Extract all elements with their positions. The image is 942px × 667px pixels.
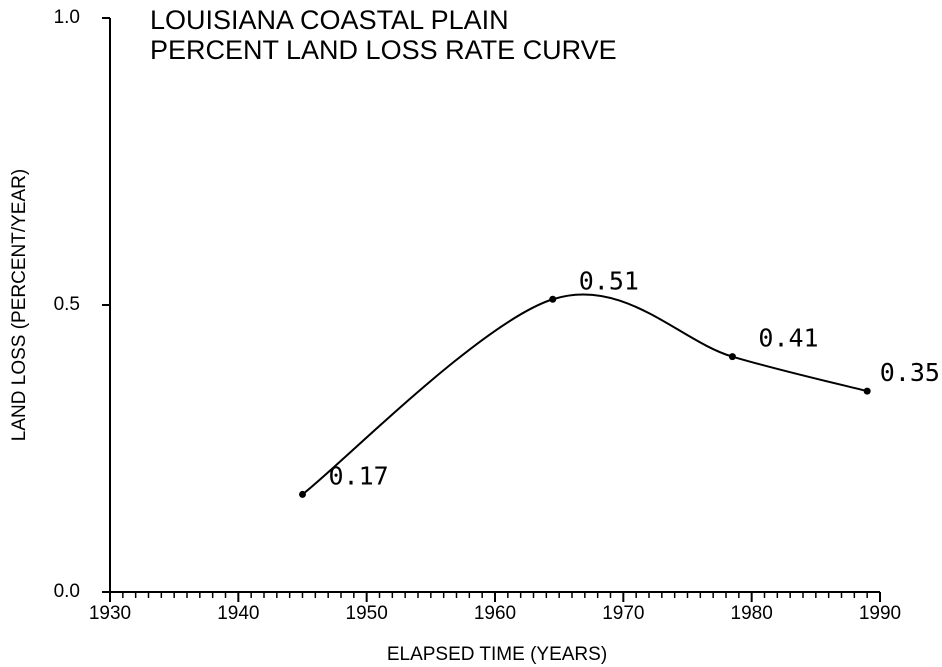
value-label: 0.51 <box>579 266 639 295</box>
y-tick-label: 1.0 <box>54 7 80 28</box>
x-tick-label: 1970 <box>602 603 644 624</box>
x-tick-label: 1940 <box>217 603 259 624</box>
value-label: 0.35 <box>880 358 940 387</box>
x-tick-label: 1950 <box>346 603 388 624</box>
point <box>728 353 736 361</box>
value-label: 0.17 <box>329 461 389 490</box>
point <box>863 387 871 395</box>
line <box>301 293 868 496</box>
x-tick-label: 1960 <box>474 603 516 624</box>
x-axis-label: ELAPSED TIME (YEARS) <box>387 644 607 665</box>
y-tick-label: 0.5 <box>54 294 80 315</box>
chart-title: LOUISIANA COASTAL PLAIN <box>150 5 509 35</box>
x-tick-label: 1980 <box>731 603 773 624</box>
point <box>299 490 306 498</box>
y-tick-label: 0.0 <box>54 581 80 602</box>
x-tick-label: 1990 <box>859 603 901 624</box>
point <box>549 295 557 303</box>
x-tick-label: 1930 <box>89 603 131 624</box>
y-axis-label: LAND LOSS (PERCENT/YEAR) <box>9 169 30 441</box>
value-label: 0.41 <box>758 324 818 353</box>
chart-title: PERCENT LAND LOSS RATE CURVE <box>150 35 617 65</box>
